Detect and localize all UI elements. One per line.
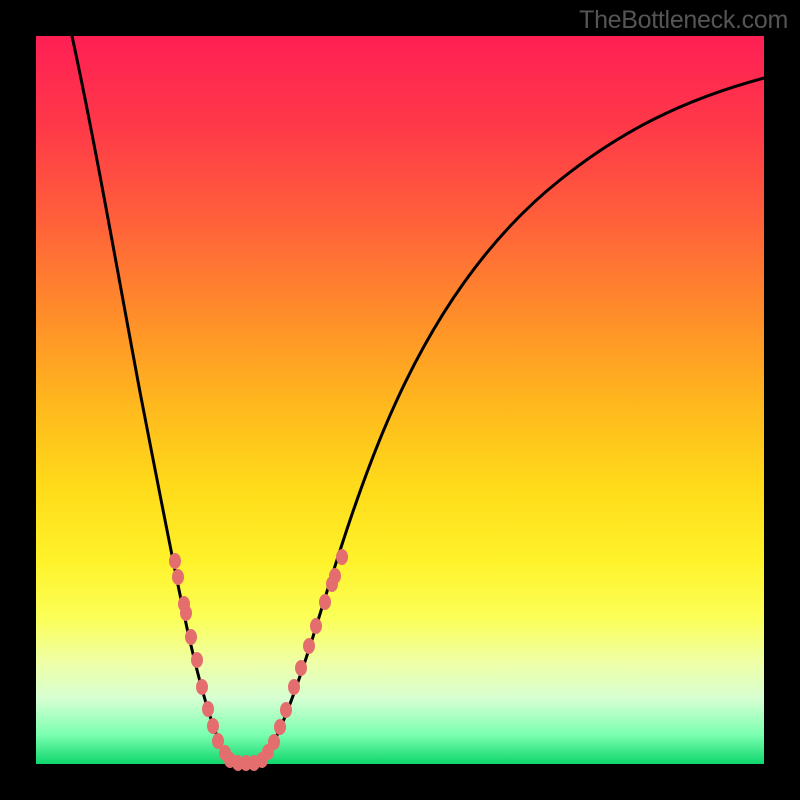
marker-point (336, 549, 348, 565)
marker-point (196, 679, 208, 695)
marker-point (207, 718, 219, 734)
marker-point (295, 660, 307, 676)
marker-point (185, 629, 197, 645)
marker-point (202, 701, 214, 717)
marker-point (268, 734, 280, 750)
marker-point (303, 638, 315, 654)
chart-svg (0, 0, 800, 800)
marker-point (329, 568, 341, 584)
marker-point (274, 719, 286, 735)
marker-point (169, 553, 181, 569)
watermark-text: TheBottleneck.com (579, 6, 788, 35)
figure-root: TheBottleneck.com (0, 0, 800, 800)
marker-point (288, 679, 300, 695)
chart-background (36, 36, 764, 764)
marker-point (191, 652, 203, 668)
marker-point (310, 618, 322, 634)
marker-point (172, 569, 184, 585)
marker-point (319, 594, 331, 610)
marker-point (180, 605, 192, 621)
marker-point (280, 702, 292, 718)
